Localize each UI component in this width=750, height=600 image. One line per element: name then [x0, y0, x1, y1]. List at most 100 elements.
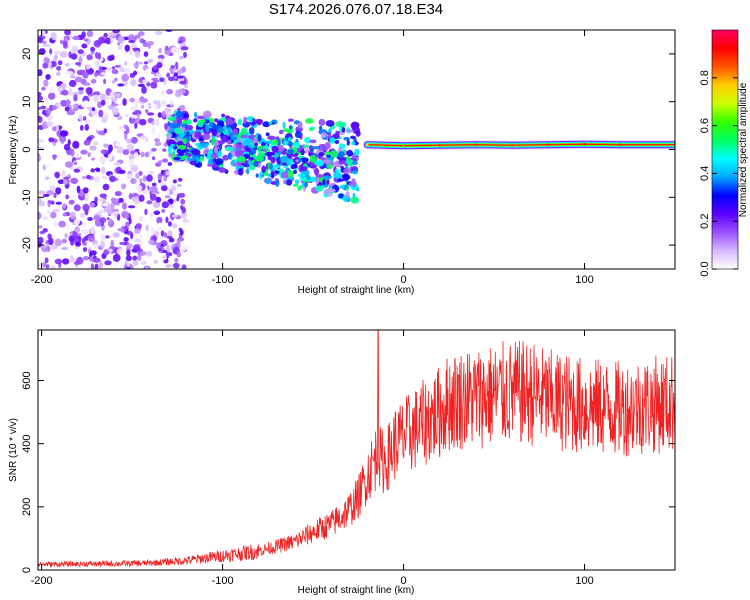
- spectrogram-cell: [114, 77, 118, 82]
- spectrogram-cell: [144, 104, 152, 108]
- spectrogram-cell: [177, 68, 183, 75]
- spectrogram-cell: [87, 234, 95, 242]
- spectrogram-cell: [154, 230, 159, 237]
- spectrogram-cell: [128, 34, 135, 42]
- spectrogram-cell: [50, 105, 57, 111]
- spectrogram-cell: [87, 217, 93, 221]
- spectrogram-cell: [346, 156, 350, 161]
- colorbar-tick-label: 0.0: [699, 261, 711, 276]
- spectrogram-cell: [68, 79, 77, 88]
- spectrogram-cell: [297, 186, 303, 191]
- spectrogram-cell: [102, 183, 110, 191]
- spectrogram-cell: [57, 85, 62, 93]
- spectrogram-cell: [309, 127, 314, 131]
- spectrogram-cell: [185, 142, 191, 148]
- spectrogram-cell: [178, 227, 183, 232]
- spectrogram-cell: [129, 264, 134, 269]
- spectrogram-cell: [165, 216, 169, 224]
- spectrogram-cell: [143, 51, 149, 57]
- spectrogram-cell: [131, 136, 138, 144]
- spectrogram-cell: [57, 60, 63, 66]
- spectrogram-cell: [184, 84, 189, 89]
- spectrogram-cell: [139, 119, 147, 126]
- signal-track-point: [402, 144, 405, 147]
- spectrogram-cell: [270, 156, 276, 164]
- spectrogram-cell: [208, 122, 214, 128]
- spectrogram-cell: [240, 134, 248, 139]
- spectrogram-cell: [257, 133, 262, 142]
- spectrogram-cell: [159, 77, 165, 82]
- spectrogram-cell: [76, 256, 84, 265]
- spectrogram-cell: [184, 124, 194, 131]
- spectrogram-cell: [156, 62, 163, 69]
- spectrogram-cell: [112, 253, 121, 262]
- spectrogram-cell: [62, 212, 68, 217]
- spectrogram-cell: [311, 146, 321, 150]
- spectrogram-cell: [146, 200, 153, 205]
- spectrogram-cell: [278, 129, 284, 135]
- spectrogram-cell: [328, 128, 332, 134]
- spectrogram-cell: [146, 250, 153, 257]
- spectrogram-cell: [157, 112, 162, 118]
- spectrogram-cell: [151, 227, 156, 235]
- spectrogram-cell: [148, 239, 155, 245]
- spectrogram-cell: [53, 120, 62, 126]
- spectrogram-cell: [130, 115, 135, 119]
- spectrogram-cell: [168, 76, 175, 82]
- spectrogram-cell: [61, 258, 70, 265]
- spectrogram-cell: [267, 135, 276, 140]
- spectrogram-cell: [122, 98, 127, 106]
- spectrogram-x-tick-label: -200: [31, 274, 53, 286]
- spectrogram-cell: [325, 120, 335, 127]
- spectrogram-cell: [134, 50, 141, 59]
- spectrogram-cell: [58, 220, 66, 228]
- spectrogram-cell: [51, 32, 57, 41]
- spectrogram-cell: [243, 116, 247, 125]
- spectrogram-cell: [222, 154, 230, 161]
- spectrogram-cell: [293, 169, 297, 175]
- spectrogram-cell: [221, 135, 228, 143]
- spectrogram-cell: [64, 30, 71, 36]
- spectrogram-cell: [72, 35, 80, 41]
- spectrogram-cell: [41, 86, 46, 91]
- spectrogram-cell: [333, 171, 342, 179]
- spectrogram-cell: [351, 161, 359, 165]
- spectrogram-cell: [194, 111, 198, 118]
- spectrogram-cell: [141, 104, 145, 109]
- spectrogram-cell: [38, 196, 42, 202]
- spectrogram-cell: [46, 189, 55, 196]
- spectrogram-cell: [324, 188, 330, 195]
- spectrogram-cell: [251, 149, 257, 155]
- colorbar-tick-label: 0.4: [699, 166, 711, 181]
- spectrogram-y-tick-label: 10: [21, 96, 33, 108]
- spectrogram-cell: [152, 156, 156, 161]
- spectrogram-cell: [38, 37, 43, 44]
- spectrogram-cell: [227, 140, 232, 144]
- spectrogram-cell: [175, 110, 184, 118]
- spectrogram-cell: [321, 132, 327, 139]
- spectrogram-cell: [93, 91, 101, 96]
- spectrogram-cell: [103, 249, 110, 256]
- spectrogram-cell: [271, 164, 281, 169]
- spectrogram-cell: [146, 174, 153, 182]
- spectrogram-cell: [72, 141, 80, 149]
- spectrogram-cell: [160, 101, 168, 106]
- spectrogram-cell: [69, 41, 73, 50]
- spectrogram-cell: [126, 243, 133, 249]
- spectrogram-cell: [177, 177, 183, 182]
- spectrogram-cell: [67, 139, 71, 146]
- spectrogram-cell: [210, 153, 218, 159]
- signal-track-point: [474, 143, 478, 146]
- spectrogram-cell: [49, 48, 53, 55]
- spectrogram-cell: [110, 239, 114, 248]
- spectrogram-cell: [334, 140, 340, 144]
- spectrogram-cell: [54, 258, 63, 265]
- spectrogram-cell: [234, 149, 244, 158]
- spectrogram-cell: [102, 202, 108, 207]
- spectrogram-cell: [309, 176, 317, 182]
- colorbar-tick-label: 0.2: [699, 214, 711, 229]
- spectrogram-cell: [60, 99, 68, 107]
- spectrogram-cell: [85, 65, 91, 70]
- spectrogram-cell: [350, 196, 360, 204]
- spectrogram-cell: [115, 141, 121, 147]
